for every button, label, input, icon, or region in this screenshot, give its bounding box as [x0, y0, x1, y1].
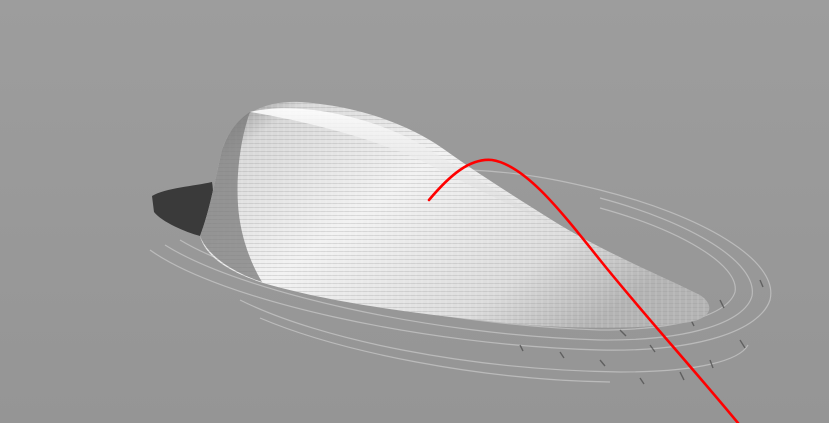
trajectory-curve [427, 158, 740, 423]
shaded-face [200, 112, 262, 282]
surface-texture [200, 101, 710, 328]
shadow-lobe [152, 182, 214, 236]
